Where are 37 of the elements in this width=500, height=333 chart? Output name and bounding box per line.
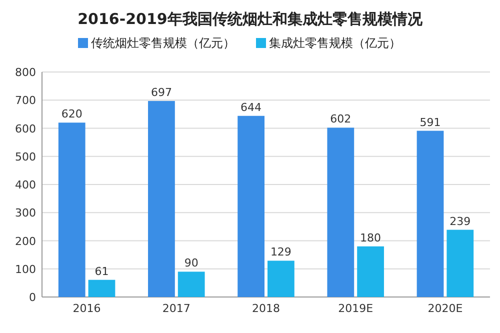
bar	[238, 116, 264, 297]
y-tick-label: 600	[15, 122, 36, 136]
data-label: 61	[94, 264, 109, 278]
x-tick-label: 2017	[162, 302, 190, 315]
data-label: 239	[450, 214, 471, 228]
y-tick-label: 500	[15, 150, 36, 164]
data-label: 90	[184, 256, 198, 270]
x-tick-label: 2019E	[338, 302, 374, 315]
y-tick-label: 400	[15, 178, 36, 192]
x-tick-label: 2016	[72, 302, 101, 315]
bar	[416, 130, 444, 297]
y-tick-label: 100	[15, 262, 36, 276]
data-label: 180	[360, 231, 382, 244]
chart-title: 2016-2019年我国传统烟灶和集成灶零售规模情况	[78, 10, 424, 28]
data-label: 591	[420, 116, 441, 129]
y-tick-label: 800	[15, 66, 36, 79]
bar	[327, 128, 354, 297]
y-tick-label: 300	[15, 206, 36, 220]
data-label: 129	[270, 246, 292, 259]
bar	[357, 246, 384, 297]
data-label: 602	[330, 112, 352, 126]
bar	[178, 272, 205, 297]
bar	[148, 100, 175, 297]
data-label: 620	[61, 108, 82, 121]
bar	[58, 122, 86, 297]
bar	[88, 280, 116, 297]
y-tick-label: 0	[29, 291, 36, 304]
y-tick-label: 700	[15, 94, 36, 108]
bar	[268, 260, 294, 297]
x-tick-label: 2020E	[428, 302, 463, 315]
x-tick-label: 2018	[252, 302, 280, 315]
data-label: 697	[150, 86, 172, 99]
bar	[446, 230, 474, 297]
y-tick-label: 200	[15, 234, 36, 248]
legend-label: 集成灶零售规模（亿元）	[269, 36, 401, 50]
legend-label: 传统烟灶零售规模（亿元）	[91, 36, 235, 50]
data-label: 644	[240, 100, 262, 114]
